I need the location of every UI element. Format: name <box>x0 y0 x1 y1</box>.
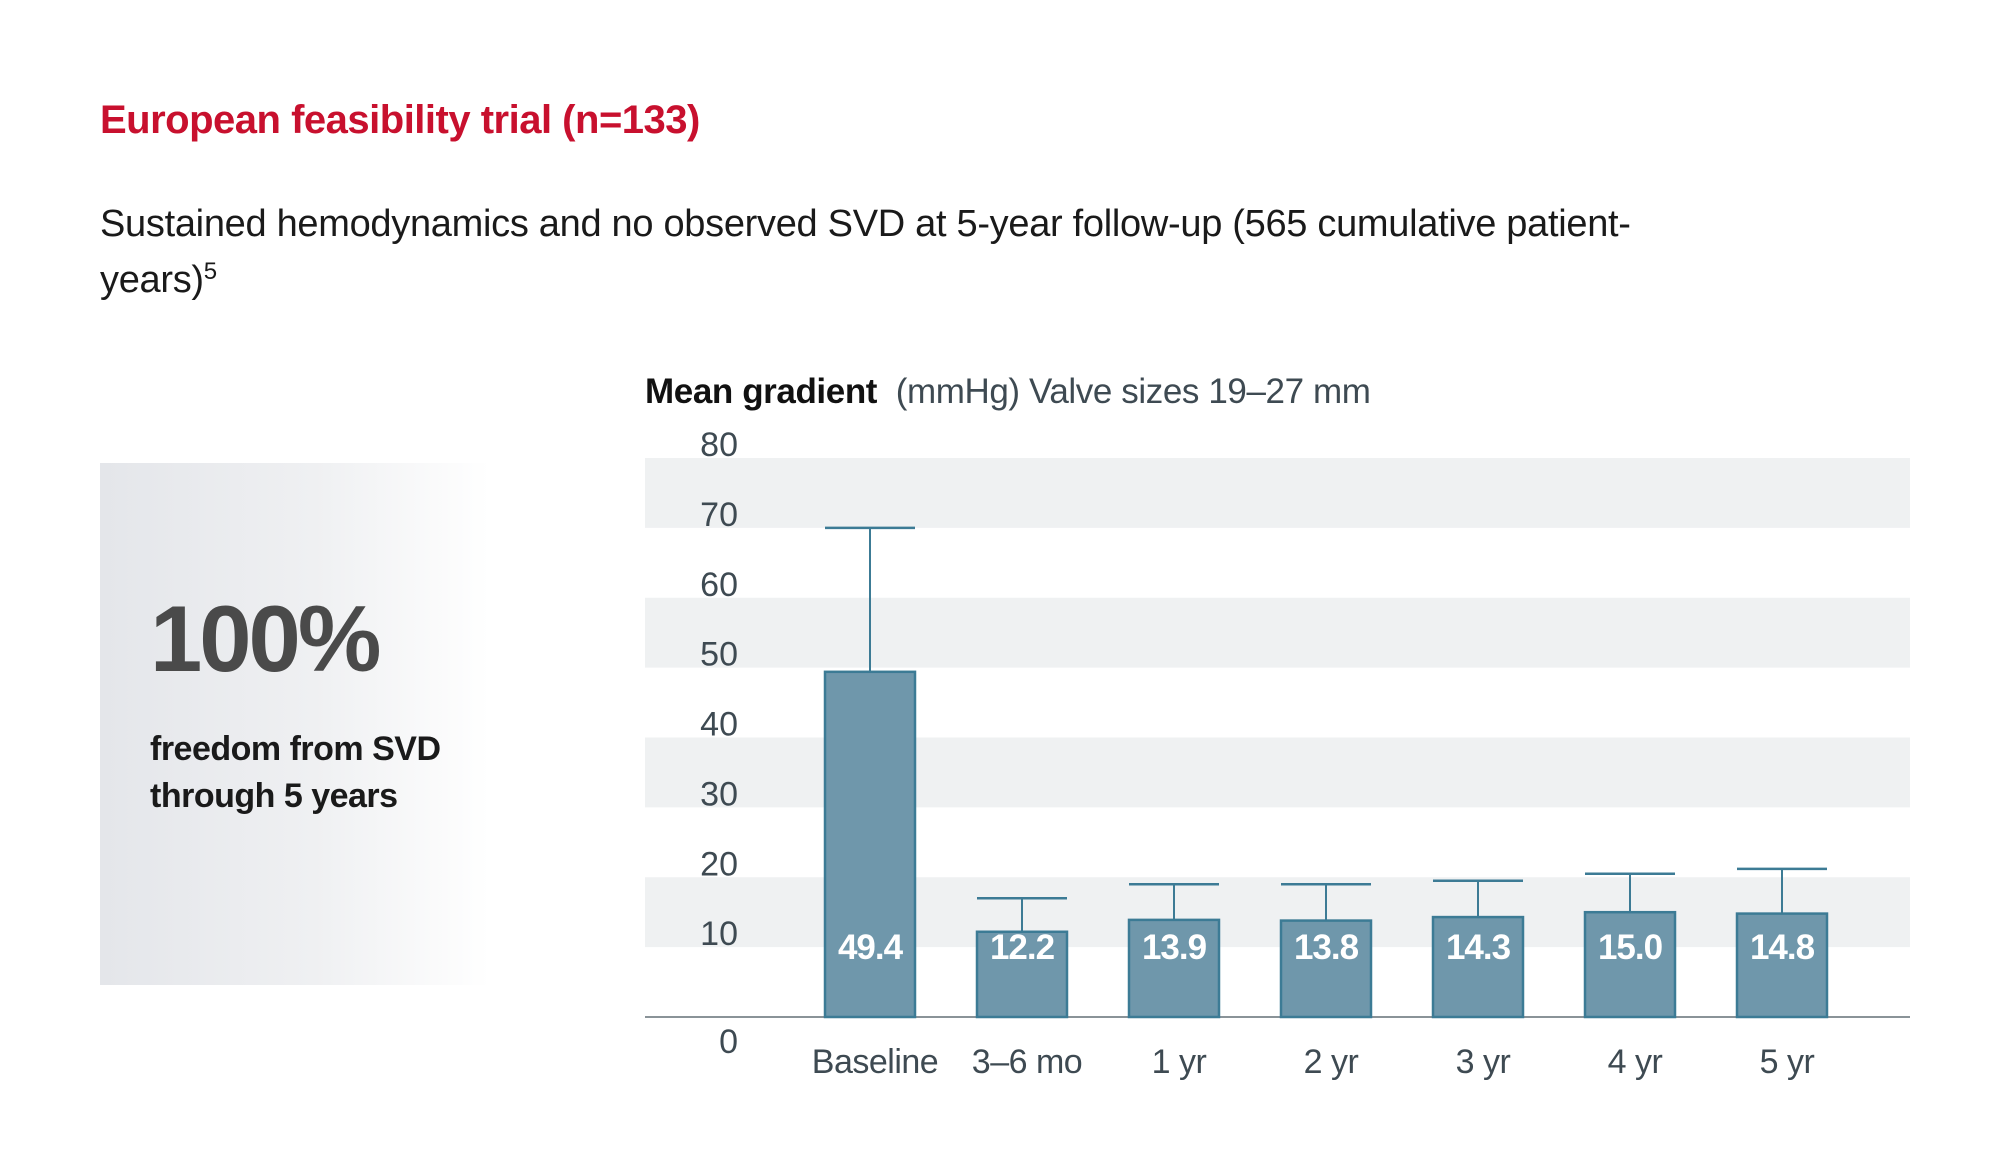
footnote-marker: 5 <box>203 258 217 285</box>
y-tick-label: 60 <box>700 566 738 604</box>
bar-value-label: 12.2 <box>990 928 1055 967</box>
grid-band <box>645 458 1910 528</box>
y-tick-label: 70 <box>700 496 738 534</box>
bar <box>1431 915 1525 1019</box>
bar-value-label: 15.0 <box>1598 928 1663 967</box>
x-tick-label: 2 yr <box>1304 1043 1359 1081</box>
y-tick-label: 50 <box>700 636 738 674</box>
y-tick-label: 0 <box>719 1023 738 1061</box>
y-tick-label: 40 <box>700 706 738 744</box>
chart-title-rest: (mmHg) Valve sizes 19–27 mm <box>895 372 1371 411</box>
bar <box>1279 919 1373 1019</box>
x-tick-label: 4 yr <box>1608 1043 1663 1081</box>
bar <box>1583 910 1677 1019</box>
stat-label: freedom from SVD through 5 years <box>150 730 441 815</box>
bar-value-label: 49.4 <box>838 928 904 967</box>
bar <box>1127 918 1221 1019</box>
y-tick-label: 80 <box>700 426 738 464</box>
bar-value-label: 14.8 <box>1750 928 1815 967</box>
chart-title-bold: Mean gradient <box>645 372 878 411</box>
x-tick-label: 3–6 mo <box>972 1043 1082 1081</box>
bar-value-label: 13.9 <box>1142 928 1207 967</box>
x-tick-label: Baseline <box>812 1043 938 1081</box>
stat-callout: 100% freedom from SVD through 5 years <box>100 463 490 985</box>
x-tick-label: 3 yr <box>1456 1043 1511 1081</box>
bar <box>975 930 1069 1019</box>
y-tick-label: 10 <box>700 915 738 953</box>
subtitle-text: Sustained hemodynamics and no observed S… <box>100 203 1631 301</box>
x-tick-label: 5 yr <box>1760 1043 1815 1081</box>
bar <box>1735 912 1829 1019</box>
page-title: European feasibility trial (n=133) <box>100 98 700 142</box>
y-tick-label: 30 <box>700 775 738 813</box>
grid-band <box>645 597 1910 668</box>
bar-value-label: 13.8 <box>1294 928 1359 967</box>
bar <box>823 670 917 1019</box>
bar-value-label: 14.3 <box>1446 928 1511 967</box>
y-tick-label: 20 <box>700 845 738 883</box>
chart-title: Mean gradient (mmHg) Valve sizes 19–27 m… <box>645 372 1371 412</box>
stat-value: 100% <box>150 586 381 691</box>
page-subtitle: Sustained hemodynamics and no observed S… <box>100 196 1700 308</box>
x-tick-label: 1 yr <box>1152 1043 1207 1081</box>
